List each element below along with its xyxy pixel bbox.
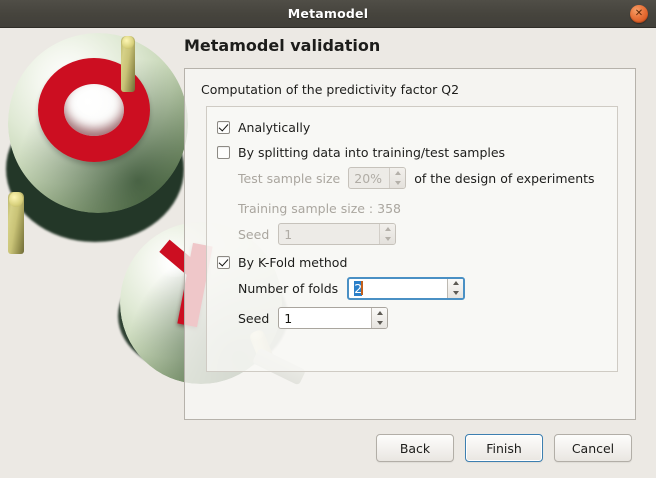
window-title: Metamodel bbox=[287, 6, 369, 21]
splitting-checkbox[interactable] bbox=[217, 145, 230, 159]
chevron-down-icon[interactable] bbox=[380, 234, 395, 244]
close-icon[interactable]: ✕ bbox=[630, 5, 648, 23]
cancel-button[interactable]: Cancel bbox=[554, 434, 632, 462]
chevron-down-icon[interactable] bbox=[372, 318, 387, 328]
row-split-seed: Seed 1 bbox=[238, 223, 397, 245]
option-kfold[interactable]: By K-Fold method bbox=[217, 251, 347, 273]
number-of-folds-spinbox[interactable]: 2 bbox=[347, 276, 466, 300]
page-title: Metamodel validation bbox=[184, 36, 381, 55]
test-sample-size-label: Test sample size bbox=[238, 170, 341, 186]
training-sample-size-label: Training sample size : 358 bbox=[238, 200, 401, 216]
test-sample-size-value: 20% bbox=[354, 170, 383, 186]
decorative-peg-left bbox=[8, 192, 24, 254]
q2-options-group: Analytically By splitting data into trai… bbox=[206, 106, 618, 372]
kfold-label: By K-Fold method bbox=[238, 254, 348, 270]
chevron-up-icon[interactable] bbox=[380, 224, 395, 234]
decorative-peg-top bbox=[121, 36, 135, 92]
analytically-checkbox[interactable] bbox=[217, 120, 230, 134]
test-sample-size-spinbox[interactable]: 20% bbox=[348, 167, 407, 189]
kfold-seed-value: 1 bbox=[284, 310, 293, 326]
wizard-panel: Computation of the predictivity factor Q… bbox=[184, 68, 636, 420]
split-seed-spinbox[interactable]: 1 bbox=[278, 223, 397, 245]
option-analytically[interactable]: Analytically bbox=[217, 116, 310, 138]
row-test-sample-size: Test sample size 20% of the design of ex… bbox=[238, 167, 595, 189]
chevron-up-icon[interactable] bbox=[448, 279, 463, 289]
test-sample-size-suffix: of the design of experiments bbox=[414, 170, 595, 186]
dialog-button-bar: Back Finish Cancel bbox=[184, 434, 636, 462]
chevron-down-icon[interactable] bbox=[390, 178, 405, 188]
row-training-sample-size: Training sample size : 358 bbox=[238, 197, 401, 219]
analytically-label: Analytically bbox=[238, 119, 311, 135]
splitting-label: By splitting data into training/test sam… bbox=[238, 144, 506, 160]
row-number-of-folds: Number of folds 2 bbox=[238, 276, 466, 300]
window-titlebar[interactable]: Metamodel ✕ bbox=[0, 0, 656, 28]
test-sample-size-stepper[interactable] bbox=[389, 168, 406, 188]
number-of-folds-stepper[interactable] bbox=[447, 278, 464, 298]
chevron-down-icon[interactable] bbox=[448, 288, 463, 298]
kfold-seed-spinbox[interactable]: 1 bbox=[278, 307, 389, 329]
number-of-folds-value: 2 bbox=[354, 280, 363, 296]
close-icon-glyph: ✕ bbox=[634, 8, 644, 19]
option-splitting[interactable]: By splitting data into training/test sam… bbox=[217, 141, 505, 163]
text-caret bbox=[361, 281, 364, 295]
row-kfold-seed: Seed 1 bbox=[238, 307, 389, 329]
kfold-seed-label: Seed bbox=[238, 310, 270, 326]
chevron-up-icon[interactable] bbox=[390, 168, 405, 178]
chevron-up-icon[interactable] bbox=[372, 308, 387, 318]
section-label: Computation of the predictivity factor Q… bbox=[201, 82, 460, 97]
kfold-checkbox[interactable] bbox=[217, 255, 230, 269]
split-seed-stepper[interactable] bbox=[379, 224, 396, 244]
finish-button[interactable]: Finish bbox=[465, 434, 543, 462]
split-seed-value: 1 bbox=[284, 226, 293, 242]
number-of-folds-value-wrap[interactable]: 2 bbox=[349, 279, 447, 298]
kfold-seed-stepper[interactable] bbox=[371, 308, 388, 328]
number-of-folds-label: Number of folds bbox=[238, 280, 339, 296]
back-button[interactable]: Back bbox=[376, 434, 454, 462]
split-seed-label: Seed bbox=[238, 226, 270, 242]
